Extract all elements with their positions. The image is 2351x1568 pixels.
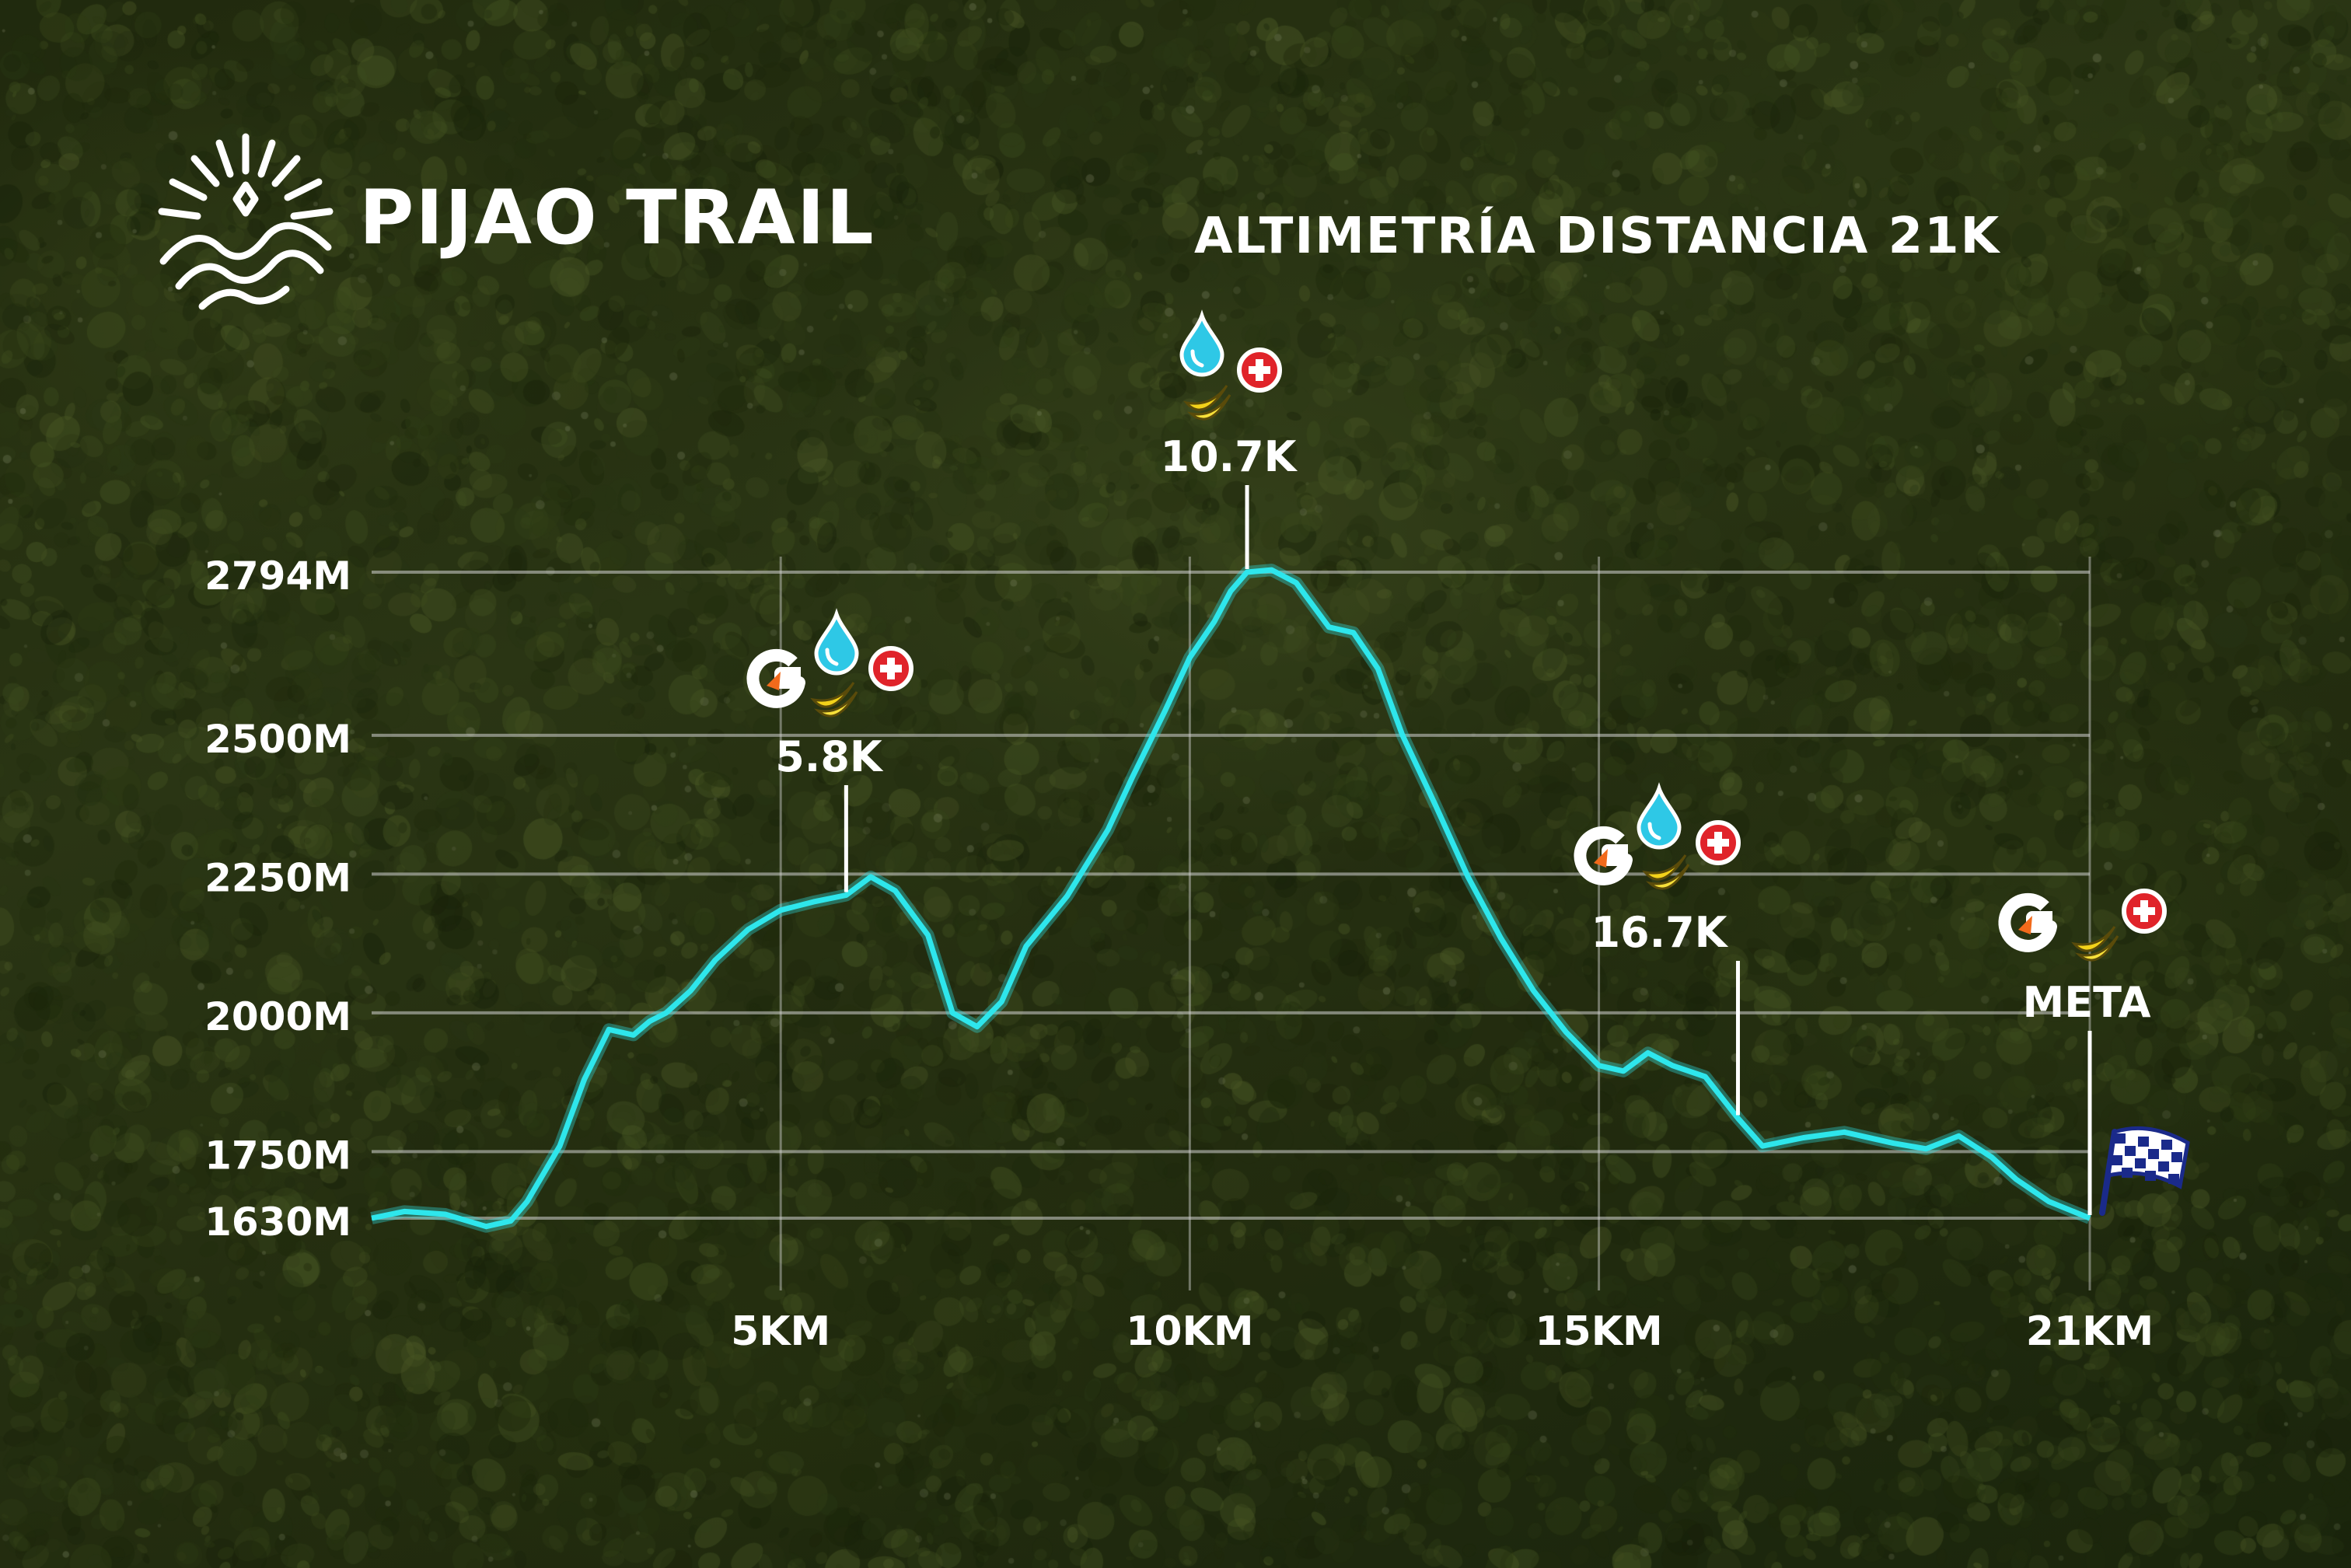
water-drop-icon: [814, 608, 859, 676]
aid-station-3: 16.7K: [1574, 782, 1741, 1116]
aid-station-1: 5.8K: [746, 608, 914, 892]
banana-icon: [810, 682, 858, 718]
sun-mountain-logo: [158, 133, 334, 310]
x-tick-label: 5KM: [731, 1308, 830, 1355]
x-axis-labels: 5KM 10KM 15KM 21KM: [731, 1308, 2154, 1355]
grid-lines: [372, 571, 2090, 1220]
checkered-flag-icon: [2099, 1126, 2190, 1216]
annotation-label: 16.7K: [1591, 908, 1728, 957]
annotation-label: META: [2022, 978, 2150, 1027]
gatorade-icon: [746, 648, 805, 708]
y-tick-label: 2250M: [204, 855, 351, 900]
y-tick-label: 2000M: [204, 994, 351, 1039]
y-axis-labels: 1630M 1750M 2000M 2250M 2500M 2794M: [204, 554, 351, 1245]
medical-cross-icon: [1237, 347, 1282, 393]
gatorade-icon: [1574, 826, 1633, 885]
water-drop-icon: [1637, 782, 1682, 850]
water-drop-icon: [1179, 309, 1224, 377]
gatorade-icon: [1998, 892, 2057, 952]
aid-station-2: 10.7K: [1160, 309, 1298, 569]
y-tick-label: 2500M: [204, 717, 351, 762]
x-tick-label: 10KM: [1126, 1308, 1253, 1355]
chart-title: ALTIMETRÍA DISTANCIA 21K: [1194, 208, 2001, 265]
vertical-grid-lines: [779, 557, 2091, 1290]
banana-icon: [1183, 385, 1231, 421]
aid-station-4: META: [1998, 889, 2190, 1216]
banana-icon: [2071, 926, 2119, 962]
aid-station-annotations: 5.8K 10.7K 16.7K META: [746, 309, 2190, 1216]
elevation-profile-line: [371, 567, 2091, 1230]
medical-cross-icon: [1696, 820, 1741, 865]
y-tick-label: 1750M: [204, 1133, 351, 1178]
banana-icon: [1642, 854, 1690, 890]
x-tick-label: 15KM: [1535, 1308, 1662, 1355]
elevation-profile-glow: [370, 564, 2093, 1233]
medical-cross-icon: [2122, 889, 2167, 934]
x-tick-label: 21KM: [2026, 1308, 2154, 1355]
brand-name: PIJAO TRAIL: [359, 174, 875, 261]
annotation-label: 10.7K: [1160, 432, 1298, 481]
medical-cross-icon: [868, 646, 914, 691]
y-tick-label: 2794M: [204, 554, 351, 599]
y-tick-label: 1630M: [204, 1200, 351, 1245]
annotation-label: 5.8K: [775, 732, 884, 781]
